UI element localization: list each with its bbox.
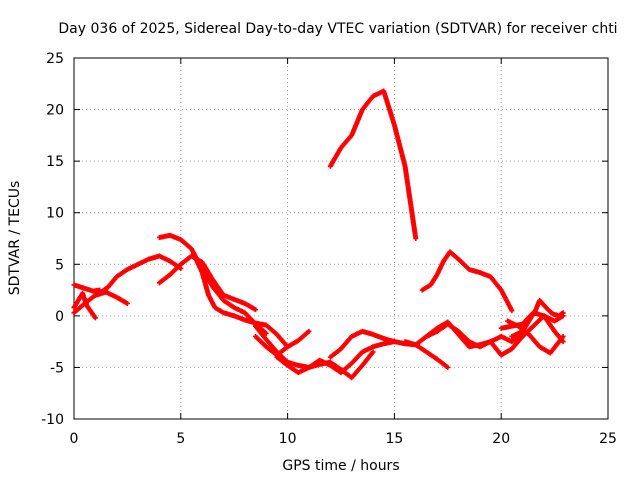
data-point (124, 300, 130, 306)
x-axis-label: GPS time / hours (282, 458, 399, 474)
data-point (413, 236, 419, 241)
y-tick-label: -10 (41, 412, 64, 428)
x-tick-label: 0 (70, 431, 79, 447)
x-tick-label: 10 (279, 431, 297, 447)
x-tick-label: 15 (385, 431, 403, 447)
series-arc9 (253, 328, 312, 358)
plot-frame (73, 57, 609, 420)
x-tick-label: 25 (599, 431, 617, 447)
y-tick-label: 15 (46, 154, 64, 170)
y-axis-label: SDTVAR / TECUs (7, 181, 23, 296)
data-point (253, 307, 259, 313)
data-point (306, 328, 312, 334)
series-arc1 (71, 282, 103, 294)
series-arc7 (191, 251, 291, 350)
series-arc17 (509, 297, 566, 339)
y-tick-label: -5 (50, 360, 64, 376)
data-point (445, 364, 451, 370)
y-axis-ticks: -10 -5 0 5 10 15 20 25 (41, 51, 608, 428)
series-arc18 (505, 318, 566, 356)
y-tick-label: 20 (46, 103, 64, 119)
y-tick-label: 0 (55, 309, 64, 325)
chart-title: Day 036 of 2025, Sidereal Day-to-day VTE… (58, 21, 617, 37)
grid (74, 58, 608, 419)
y-tick-label: 10 (46, 206, 64, 222)
data-point (560, 310, 566, 316)
data-point (560, 333, 566, 339)
series-arc13 (419, 249, 515, 314)
y-tick-label: 5 (55, 257, 64, 273)
x-tick-label: 20 (492, 431, 510, 447)
data-point (509, 308, 515, 314)
series-arc6 (156, 253, 259, 313)
series-arc12 (327, 88, 419, 241)
y-tick-label: 25 (46, 51, 64, 67)
x-axis-ticks: 0 5 10 15 20 25 (70, 58, 617, 447)
data-point (92, 315, 98, 321)
series-arc10 (274, 339, 397, 376)
data-point (370, 349, 376, 355)
data-point (263, 330, 269, 336)
data-series (71, 88, 566, 381)
x-tick-label: 5 (176, 431, 185, 447)
